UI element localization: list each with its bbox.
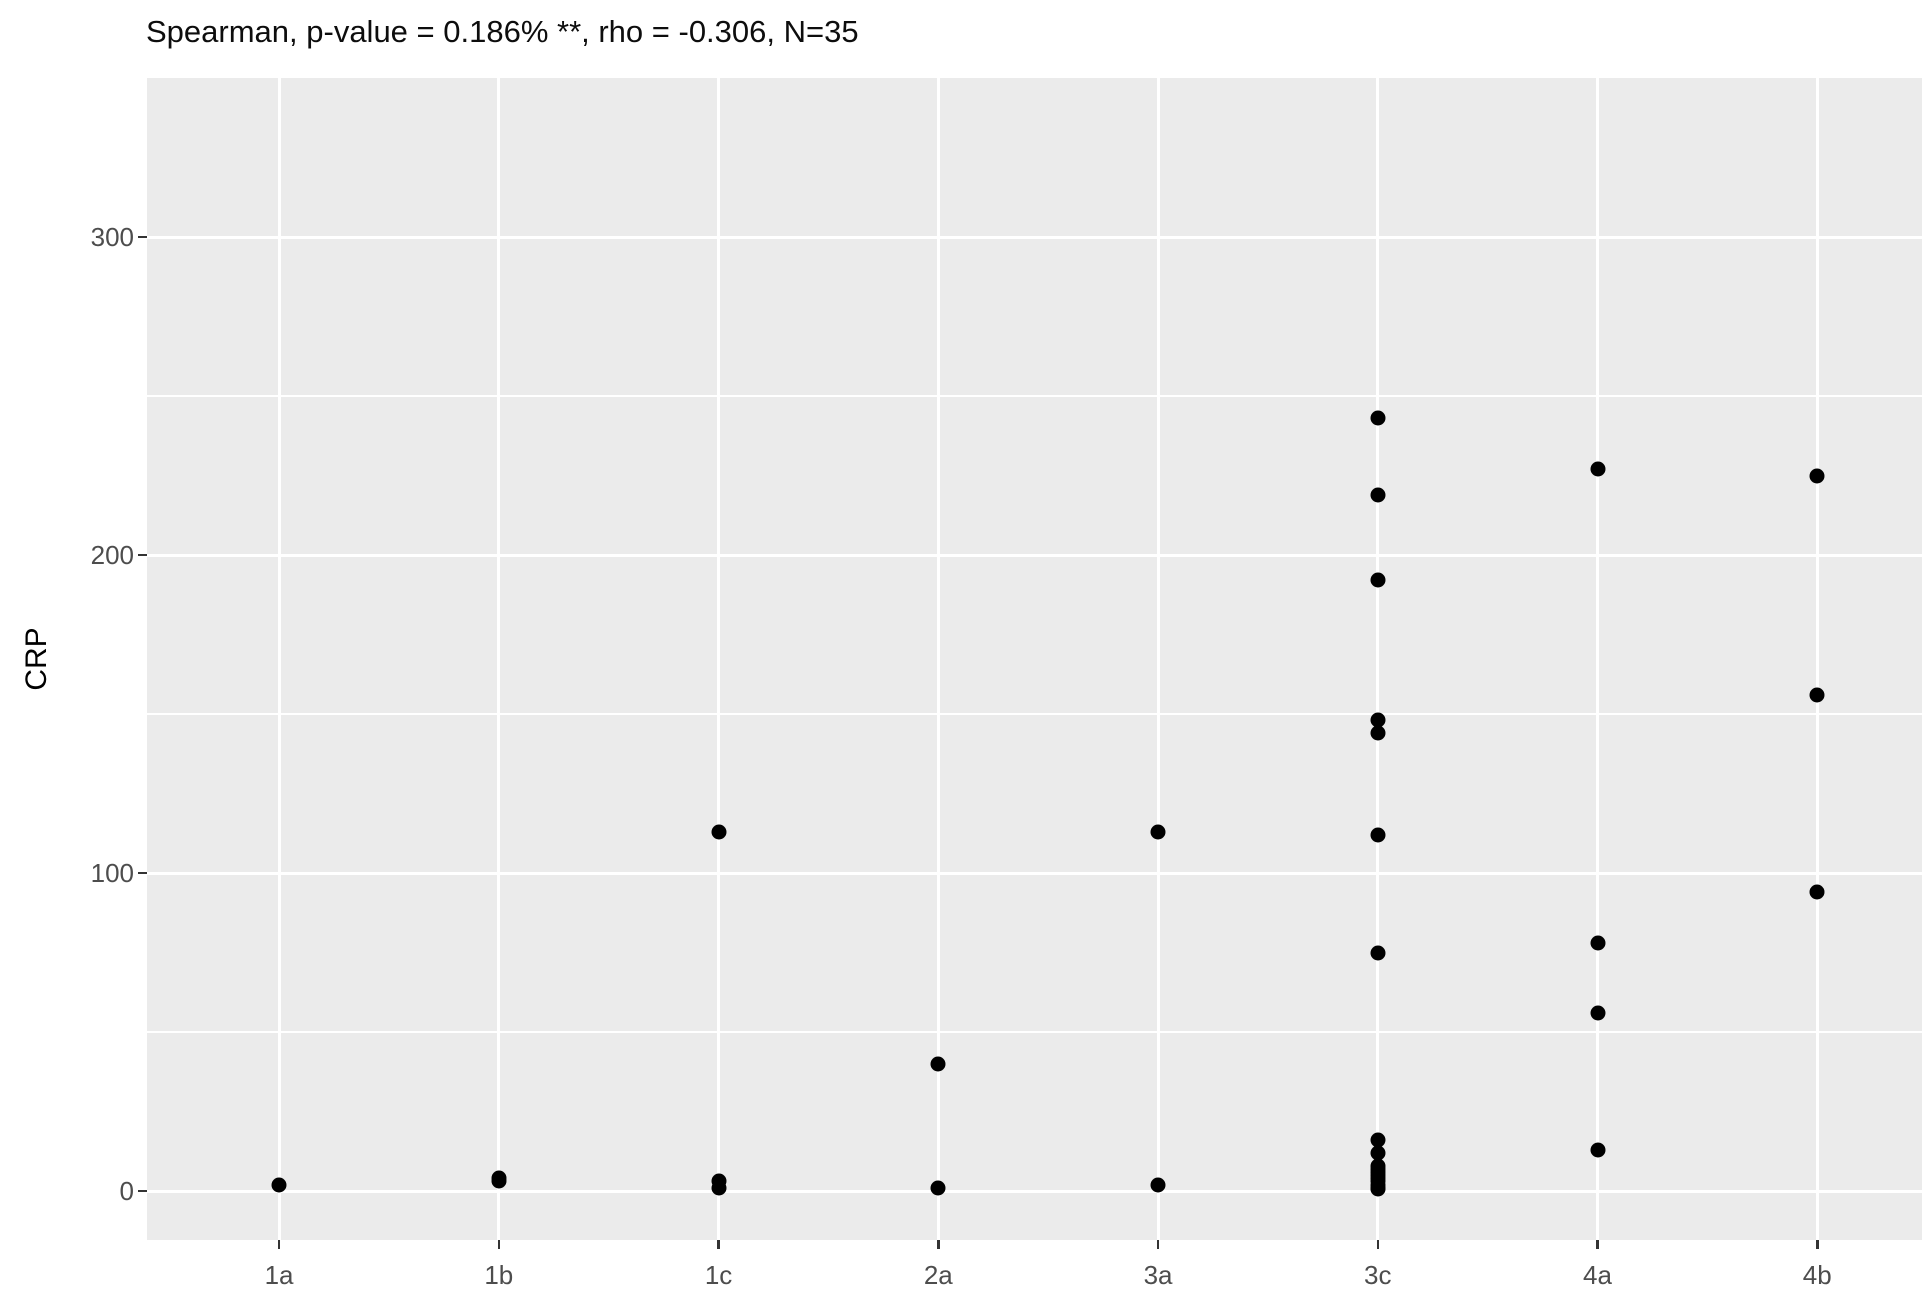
x-tick-mark	[937, 1240, 940, 1249]
gridline-major-v	[1376, 78, 1380, 1240]
x-tick-label: 4b	[1802, 1260, 1832, 1290]
y-tick-mark	[138, 553, 147, 557]
x-tick-label: 1a	[264, 1260, 294, 1290]
data-point	[930, 1180, 946, 1196]
data-point	[1370, 725, 1386, 741]
data-point	[1590, 461, 1606, 477]
x-tick-mark	[277, 1240, 281, 1249]
x-tick-mark	[717, 1240, 720, 1249]
y-tick-label: 0	[119, 1176, 134, 1207]
data-point	[711, 1180, 727, 1196]
data-point	[930, 1056, 946, 1072]
gridline-minor-h	[147, 1031, 1922, 1033]
data-point	[1370, 712, 1386, 728]
data-point	[1809, 687, 1825, 703]
data-point	[1370, 1145, 1386, 1161]
y-tick-label: 100	[90, 858, 134, 889]
gridline-minor-h	[147, 395, 1922, 397]
x-tick-mark	[497, 1240, 501, 1249]
gridline-major-v	[1156, 78, 1160, 1240]
gridline-major-h	[147, 553, 1922, 557]
data-point	[1809, 468, 1825, 483]
y-axis-label: CRP	[20, 627, 53, 691]
data-point	[1370, 945, 1386, 961]
gridline-major-h	[147, 1189, 1922, 1193]
gridline-major-v	[1596, 78, 1600, 1240]
gridline-minor-h	[147, 713, 1922, 715]
gridline-major-v	[936, 78, 940, 1240]
chart-title: Spearman, p-value = 0.186% **, rho = -0.…	[146, 14, 859, 49]
x-tick-label: 1c	[704, 1260, 733, 1290]
plot-panel	[147, 78, 1922, 1240]
x-tick-label: 2a	[923, 1260, 953, 1290]
data-point	[711, 824, 727, 840]
data-point	[1370, 572, 1386, 588]
data-point	[1809, 884, 1825, 900]
gridline-major-v	[277, 78, 281, 1240]
data-point	[1370, 1181, 1386, 1197]
x-tick-label: 4a	[1583, 1260, 1612, 1290]
data-point	[1590, 1142, 1606, 1158]
gridline-major-h	[147, 235, 1922, 239]
x-tick-mark	[1596, 1240, 1599, 1249]
x-tick-mark	[1816, 1240, 1819, 1249]
y-tick-label: 300	[90, 222, 134, 252]
data-point	[1370, 1132, 1386, 1148]
x-tick-mark	[1156, 1240, 1160, 1249]
gridline-major-v	[497, 78, 501, 1240]
data-point	[1590, 1005, 1606, 1021]
x-tick-label: 1b	[484, 1260, 514, 1290]
data-point	[1370, 410, 1386, 426]
y-tick-mark	[138, 235, 147, 239]
data-point	[271, 1177, 287, 1193]
gridline-major-v	[717, 78, 721, 1240]
x-tick-label: 3a	[1143, 1260, 1173, 1290]
data-point	[1590, 935, 1606, 951]
y-tick-label: 200	[90, 540, 134, 570]
gridline-major-v	[1815, 78, 1819, 1240]
data-point	[1150, 1177, 1166, 1193]
y-tick-mark	[138, 871, 147, 875]
y-tick-mark	[138, 1189, 147, 1193]
data-point	[1150, 824, 1166, 840]
data-point	[491, 1170, 507, 1186]
x-tick-label: 3c	[1364, 1260, 1392, 1290]
data-point	[1370, 827, 1386, 843]
gridline-major-h	[147, 871, 1922, 875]
data-point	[1370, 487, 1386, 503]
x-tick-mark	[1376, 1240, 1380, 1249]
